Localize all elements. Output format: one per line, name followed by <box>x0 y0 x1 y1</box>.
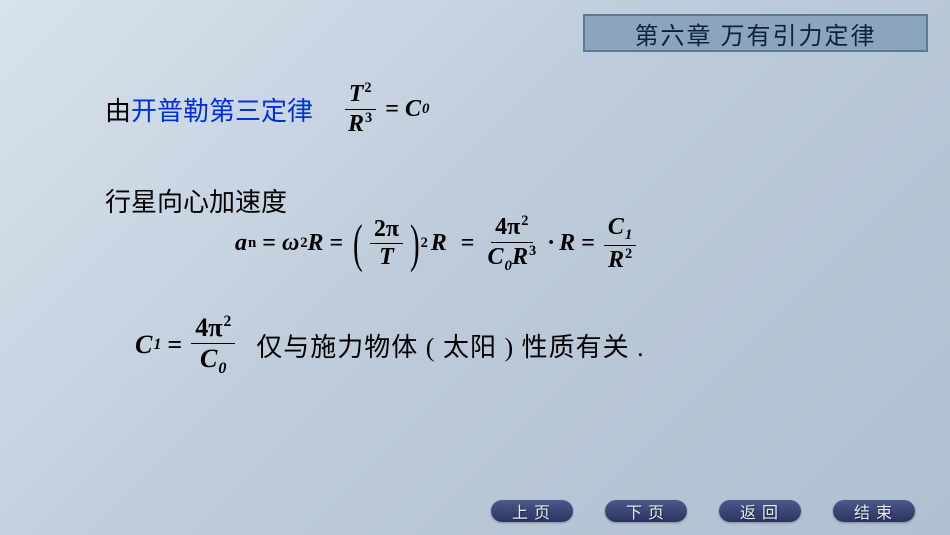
var-C1: C <box>608 214 624 240</box>
chapter-title: 第六章 万有引力定律 <box>635 16 877 51</box>
sup-2b: 2 <box>300 235 307 252</box>
end-label: 结束 <box>850 499 898 523</box>
prefix: 由 <box>105 97 131 126</box>
line1-text: 由开普勒第三定律 <box>105 91 313 128</box>
sup-2f: 2 <box>223 313 231 330</box>
sub-1b: 1 <box>153 336 161 354</box>
equals-4: = <box>581 230 595 257</box>
line-centripetal: 行星向心加速度 an = ω2R = ( 2π T )2 R = 4π2 C0R… <box>105 182 885 274</box>
equals-1: = <box>262 230 276 257</box>
equals-3: = <box>461 230 475 257</box>
sup-2c: 2 <box>421 235 428 252</box>
num-4: 4 <box>495 214 507 240</box>
var-R6: R <box>608 247 624 273</box>
chapter-title-box: 第六章 万有引力定律 <box>583 14 928 52</box>
var-R3: R <box>431 230 447 257</box>
next-button[interactable]: 下页 <box>605 499 687 523</box>
sub-0c: 0 <box>218 360 226 377</box>
eq-kepler: T2 R3 = C0 <box>341 80 429 138</box>
num-2: 2 <box>374 216 386 242</box>
line-kepler: 由开普勒第三定律 T2 R3 = C0 <box>105 80 885 138</box>
var-C: C <box>405 96 421 123</box>
var-C0: C <box>487 244 503 270</box>
var-a: a <box>235 230 247 257</box>
var-R: R <box>348 111 364 137</box>
sub-1: 1 <box>625 227 632 243</box>
var-omega: ω <box>282 230 299 257</box>
next-label: 下页 <box>622 499 670 523</box>
pi-3: π <box>208 313 222 342</box>
sup-2e: 2 <box>625 246 632 262</box>
nav-bar: 上页 下页 返回 结束 <box>491 499 915 523</box>
prev-label: 上页 <box>508 499 556 523</box>
sub-n: n <box>248 235 256 252</box>
var-C1b: C <box>135 330 152 360</box>
line-c1: C1 = 4π2 C0 仅与施力物体 ( 太阳 ) 性质有关 . <box>135 313 885 379</box>
equals: = <box>385 96 399 123</box>
sup-2: 2 <box>364 80 371 96</box>
slide-content: 由开普勒第三定律 T2 R3 = C0 行星向心加速度 an = ω2R = (… <box>105 80 885 378</box>
sun-note: 仅与施力物体 ( 太阳 ) 性质有关 . <box>256 327 644 364</box>
var-T: T <box>349 81 364 107</box>
sup-2d: 2 <box>521 213 528 229</box>
end-button[interactable]: 结束 <box>833 499 915 523</box>
eq-c1: C1 = 4π2 C0 <box>135 313 238 379</box>
prev-button[interactable]: 上页 <box>491 499 573 523</box>
num-4b: 4 <box>195 313 208 342</box>
sub-0: 0 <box>422 101 429 118</box>
equals-2: = <box>330 230 344 257</box>
eq-centripetal: an = ω2R = ( 2π T )2 R = 4π2 C0R3 · R = <box>235 213 639 274</box>
var-C0b: C <box>200 344 217 373</box>
sub-0b: 0 <box>505 258 512 274</box>
pi-1: π <box>386 216 399 242</box>
var-R4: R <box>512 244 528 270</box>
pi-2: π <box>507 214 520 240</box>
var-R2: R <box>308 230 324 257</box>
back-label: 返回 <box>736 499 784 523</box>
var-R5: R <box>559 230 575 257</box>
sup-3: 3 <box>365 110 372 126</box>
var-T2: T <box>379 244 394 270</box>
kepler-law-link[interactable]: 开普勒第三定律 <box>131 97 313 126</box>
back-button[interactable]: 返回 <box>719 499 801 523</box>
equals-5: = <box>167 330 182 360</box>
sup-3b: 3 <box>529 243 536 259</box>
